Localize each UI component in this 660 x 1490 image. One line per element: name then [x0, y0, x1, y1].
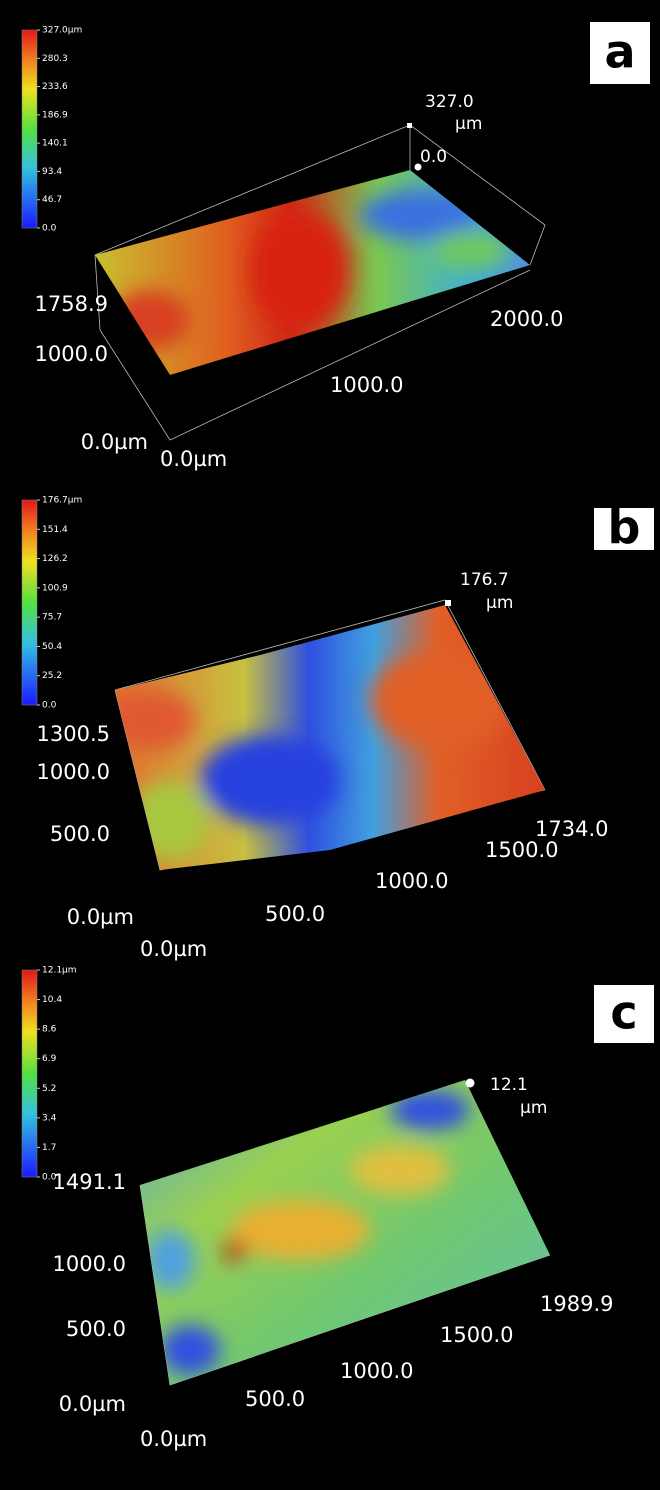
y-axis-label: 0.0µm [81, 430, 148, 454]
colorbar-label: 50.4 [42, 642, 62, 652]
surface-b [114, 599, 546, 871]
x-axis-label: 1000.0 [375, 869, 448, 893]
y-axis-label: 1491.1 [53, 1170, 126, 1194]
colorbar-label: 126.2 [42, 554, 68, 564]
x-axis-label: 0.0µm [160, 447, 227, 471]
colorbar-label: 46.7 [42, 195, 62, 205]
z-marker [465, 1078, 475, 1088]
y-axis-label: 1758.9 [35, 292, 108, 316]
y-axis-label: 1000.0 [35, 342, 108, 366]
colorbar-label: 1.7 [42, 1143, 56, 1153]
colorbar-label: 327.0µm [42, 26, 82, 36]
panel-label: b [608, 501, 641, 555]
y-axis-label: 1300.5 [37, 722, 110, 746]
colorbar-label: 10.4 [42, 995, 62, 1005]
y-axis-label: 500.0 [50, 822, 110, 846]
surface-c [139, 1080, 551, 1386]
z-max: 176.7 [460, 570, 509, 590]
y-axis-label: 1000.0 [53, 1252, 126, 1276]
colorbar-label: 25.2 [42, 671, 62, 681]
x-axis-label: 500.0 [245, 1387, 305, 1411]
x-axis-label: 2000.0 [490, 307, 563, 331]
y-axis-label: 1000.0 [37, 760, 110, 784]
x-axis-label: 1000.0 [330, 373, 403, 397]
y-axis-label: 0.0µm [59, 1392, 126, 1416]
panel-label-box [594, 985, 654, 1043]
surface-a [94, 124, 546, 441]
z-unit: µm [486, 593, 513, 613]
x-axis-label: 1500.0 [485, 838, 558, 862]
panel-label-box [590, 22, 650, 84]
colorbar-label: 3.4 [42, 1113, 57, 1123]
y-axis-label: 500.0 [66, 1317, 126, 1341]
colorbar-label: 8.6 [42, 1025, 57, 1035]
x-axis-label: 1500.0 [440, 1323, 513, 1347]
x-axis-label: 500.0 [265, 902, 325, 926]
colorbar-label: 186.9 [42, 110, 68, 120]
x-axis-label: 1000.0 [340, 1359, 413, 1383]
z-max: 12.1 [490, 1075, 528, 1095]
colorbar-label: 140.1 [42, 139, 68, 149]
x-axis-label: 1734.0 [535, 817, 608, 841]
z-marker [414, 163, 422, 171]
y-axis-label: 0.0µm [67, 905, 134, 929]
colorbar-label: 233.6 [42, 82, 68, 92]
colorbar [21, 499, 38, 706]
colorbar-label: 280.3 [42, 54, 68, 64]
colorbar-label: 0.0 [42, 224, 57, 234]
z-marker [445, 600, 451, 606]
z-max: 327.0 [425, 92, 474, 112]
colorbar [21, 29, 38, 229]
x-axis-label: 1989.9 [540, 1292, 613, 1316]
colorbar-label: 5.2 [42, 1084, 56, 1094]
z-marker [407, 123, 412, 128]
z-unit: µm [455, 114, 482, 134]
colorbar-label: 0.0 [42, 1173, 57, 1183]
panel-label-box [594, 508, 654, 550]
panel-label: c [610, 986, 637, 1040]
colorbar-label: 93.4 [42, 167, 62, 177]
x-axis-label: 0.0µm [140, 1427, 207, 1451]
colorbar-label: 12.1µm [42, 966, 77, 976]
colorbar-label: 75.7 [42, 613, 62, 623]
z-min: 0.0 [420, 147, 447, 167]
colorbar-label: 0.0 [42, 701, 57, 711]
colorbar-label: 151.4 [42, 525, 68, 535]
z-unit: µm [520, 1098, 547, 1118]
x-axis-label: 0.0µm [140, 937, 207, 961]
panel-label: a [604, 25, 635, 79]
colorbar-label: 6.9 [42, 1054, 57, 1064]
colorbar [21, 969, 38, 1178]
colorbar-label: 176.7µm [42, 496, 82, 506]
colorbar-label: 100.9 [42, 583, 68, 593]
